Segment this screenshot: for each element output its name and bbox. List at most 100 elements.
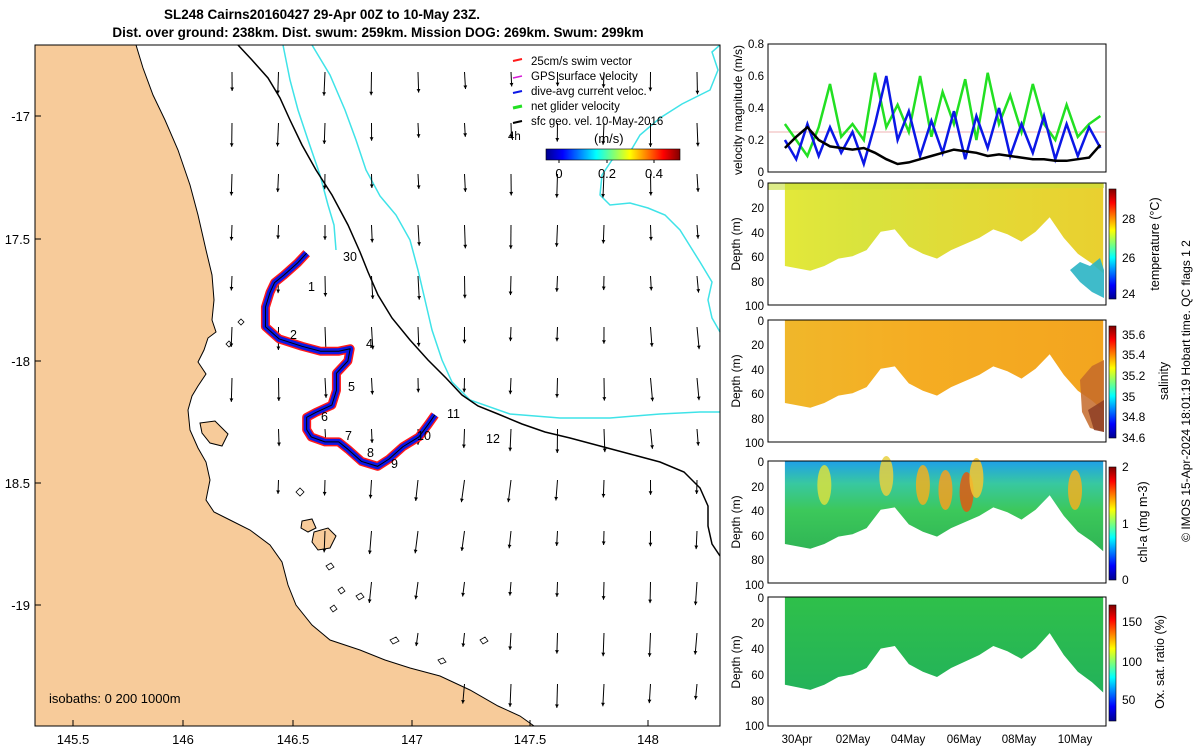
day-labels: 30 1 2 4 5 6 7 8 9 10 11 12 [290, 250, 500, 471]
vector-head [322, 491, 327, 496]
salinity-colorbar [1108, 325, 1117, 439]
y-tick: 0.8 [748, 39, 764, 51]
y-tick: 100 [745, 721, 764, 733]
y-tick: 60 [751, 252, 764, 264]
vector-head [322, 140, 327, 145]
chlorophyll-maximum [817, 465, 832, 505]
vector-head [602, 397, 607, 401]
map-panel: 30 1 2 4 5 6 7 8 9 10 11 12 25cm/s swim … [5, 44, 721, 747]
current-vector [417, 275, 420, 300]
vector-head [229, 143, 234, 147]
vector-head [649, 236, 653, 241]
vector-head [414, 497, 418, 501]
temperature-clabel: temperature (°C) [1148, 197, 1162, 290]
vector-head [694, 490, 699, 494]
vector-head [369, 91, 374, 96]
temperature-warm-top [768, 183, 1104, 190]
oxygen-y-axis: 0 20 40 60 80 100 [745, 593, 764, 733]
chlorophyll-cbar-ticks: 2 1 0 [1122, 460, 1129, 587]
vector-head [509, 191, 514, 196]
day-label: 10 [417, 429, 431, 443]
cbar-tick: 35 [1122, 390, 1136, 404]
current-vector [371, 326, 374, 350]
temperature-field [784, 183, 1104, 274]
vector-head [555, 288, 559, 292]
island [311, 527, 337, 551]
y-tick: 60 [751, 670, 764, 682]
title-line-1: SL248 Cairns20160427 29-Apr 00Z to 10-Ma… [164, 7, 480, 22]
vector-head [416, 134, 421, 138]
vector-head [229, 398, 234, 402]
temperature-panel: 0 20 40 60 80 100 Depth (m) 28 26 24 tem… [729, 179, 1162, 313]
vector-head [322, 548, 327, 553]
vector-head [323, 236, 327, 240]
chlorophyll-y-axis: 0 20 40 60 80 100 [745, 457, 764, 592]
y-tick: 17.5 [5, 232, 30, 247]
y-tick: 40 [751, 228, 764, 240]
salinity-y-axis: 0 20 40 60 80 100 [745, 316, 764, 450]
vector-head [323, 292, 328, 297]
current-vector [507, 479, 512, 503]
vector-head [416, 388, 421, 393]
cbar-tick: 150 [1122, 615, 1142, 629]
vector-head [370, 439, 374, 443]
vector-field [229, 71, 701, 708]
vector-head [602, 340, 606, 344]
current-vector [556, 224, 558, 247]
day-label: 4 [366, 337, 373, 351]
y-tick: 18.5 [5, 476, 30, 491]
x-tick: 145.5 [57, 732, 90, 747]
day-label: 30 [343, 250, 357, 264]
y-tick: 20 [751, 340, 764, 352]
vector-head [696, 442, 700, 446]
vector-head [322, 185, 327, 190]
cbar-tick: 50 [1122, 693, 1136, 707]
vector-head [275, 90, 280, 95]
chlorophyll-clabel: chl-a (mg m-3) [1136, 481, 1150, 562]
salinity-fresh-bottom-deep [1088, 400, 1104, 432]
vector-head [695, 142, 700, 147]
cbar-tick: 0 [1122, 573, 1129, 587]
vector-head [229, 343, 234, 347]
temperature-ylabel: Depth (m) [729, 217, 743, 270]
day-label: 2 [290, 328, 297, 342]
current-vector [323, 530, 326, 553]
vector-head [601, 596, 606, 600]
vector-head [369, 184, 374, 188]
day-label: 11 [447, 407, 460, 421]
chlorophyll-panel: 0 20 40 60 80 100 Depth (m) 2 1 0 chl-a … [729, 456, 1150, 592]
vector-head [461, 643, 466, 647]
vector-head [370, 238, 375, 243]
vector-head [693, 650, 698, 655]
cbar-tick: 24 [1122, 287, 1136, 301]
vector-head [230, 87, 235, 91]
current-vector [230, 173, 233, 196]
cbar-tick: 2 [1122, 460, 1129, 474]
y-tick: 60 [751, 531, 764, 543]
current-vector [696, 377, 700, 401]
credit-line: © IMOS 15-Apr-2024 18:01:19 Hobart time.… [1179, 240, 1193, 542]
oxygen-frame [767, 596, 1107, 727]
isobath-1000m [237, 44, 721, 557]
current-vector [556, 683, 558, 708]
current-vector [369, 530, 372, 555]
salinity-clabel: salinity [1157, 361, 1171, 400]
vector-head [648, 491, 653, 495]
cbar-tick: 28 [1122, 212, 1136, 226]
vector-head [277, 442, 281, 447]
vector-head [416, 342, 421, 347]
temperature-cold-bottom [1070, 258, 1104, 298]
vector-head [601, 193, 606, 198]
vector-head [463, 244, 468, 249]
current-vector [415, 479, 419, 502]
cbar-tick: 35.4 [1122, 348, 1146, 362]
legend-units: (m/s) [594, 131, 624, 146]
vector-head [696, 288, 701, 293]
current-vector [509, 683, 512, 707]
vector-head [416, 89, 421, 93]
vector-head [648, 87, 653, 92]
y-tick: 80 [751, 696, 764, 708]
current-vector [649, 632, 651, 657]
y-tick: 0.4 [748, 103, 765, 115]
